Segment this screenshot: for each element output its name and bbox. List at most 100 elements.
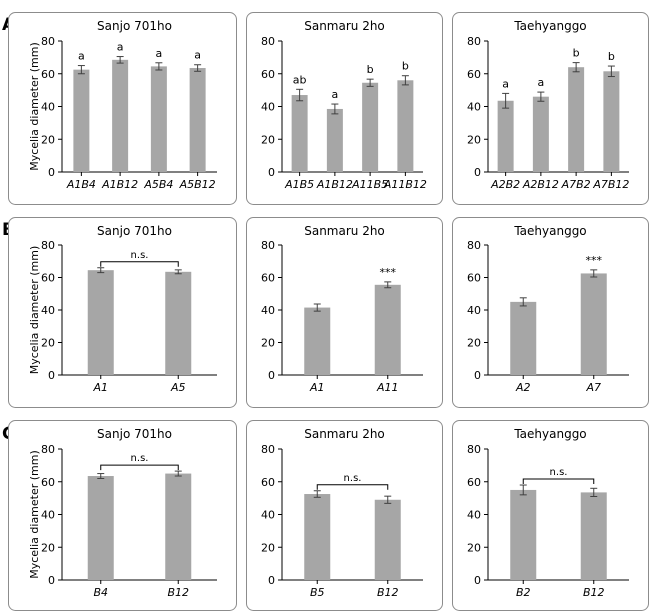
bar bbox=[326, 108, 343, 172]
x-tick-label: A1 bbox=[309, 381, 325, 394]
x-tick-label: A11B12 bbox=[383, 178, 427, 191]
bar bbox=[291, 95, 308, 172]
bar bbox=[304, 494, 331, 580]
bar bbox=[87, 476, 114, 580]
y-tick-label: 80 bbox=[41, 35, 55, 48]
y-axis-label-7: Mycelia diameter (mm) bbox=[28, 450, 41, 579]
y-tick-label: 0 bbox=[474, 369, 481, 382]
x-tick-label: B2 bbox=[516, 586, 531, 599]
y-tick-label: 40 bbox=[261, 509, 275, 522]
x-tick-label: A1B12 bbox=[101, 178, 138, 191]
bar bbox=[165, 271, 192, 375]
y-tick-label: 60 bbox=[467, 68, 481, 81]
y-tick-label: 40 bbox=[41, 509, 55, 522]
y-axis-label-1: Mycelia diameter (mm) bbox=[28, 42, 41, 171]
y-tick-label: 60 bbox=[261, 476, 275, 489]
chart-title-2: Sanmaru 2ho bbox=[304, 19, 385, 33]
bar bbox=[374, 284, 401, 375]
significance-bracket bbox=[100, 464, 179, 471]
y-tick-label: 0 bbox=[48, 369, 55, 382]
y-tick-label: 40 bbox=[41, 101, 55, 114]
significance-label: n.s. bbox=[131, 250, 149, 261]
x-tick-label: A5B12 bbox=[179, 178, 216, 191]
significance-letter: a bbox=[117, 41, 124, 54]
chart-frame-8 bbox=[246, 420, 443, 611]
y-tick-label: 40 bbox=[467, 101, 481, 114]
y-tick-label: 20 bbox=[467, 541, 481, 554]
bar bbox=[73, 69, 90, 172]
significance-letter: a bbox=[538, 76, 545, 89]
bar bbox=[397, 80, 414, 172]
chart-title-4: Sanjo 701ho bbox=[97, 224, 172, 238]
y-tick-label: 20 bbox=[41, 337, 55, 350]
significance-letter: b bbox=[573, 47, 580, 60]
significance-letter: a bbox=[332, 88, 339, 101]
bar bbox=[112, 59, 129, 172]
bar bbox=[568, 67, 585, 172]
bar bbox=[510, 301, 537, 375]
x-tick-label: B5 bbox=[310, 586, 325, 599]
chart-title-3: Taehyanggo bbox=[513, 19, 586, 33]
x-tick-label: A1B12 bbox=[316, 178, 353, 191]
chart-title-6: Taehyanggo bbox=[513, 224, 586, 238]
y-tick-label: 60 bbox=[261, 272, 275, 285]
y-tick-label: 80 bbox=[261, 35, 275, 48]
y-tick-label: 80 bbox=[467, 239, 481, 252]
x-tick-label: A11 bbox=[376, 381, 399, 394]
x-tick-label: B4 bbox=[93, 586, 108, 599]
y-tick-label: 20 bbox=[467, 133, 481, 146]
y-tick-label: 60 bbox=[41, 476, 55, 489]
y-tick-label: 20 bbox=[467, 337, 481, 350]
bar bbox=[532, 96, 549, 172]
y-tick-label: 60 bbox=[41, 272, 55, 285]
bar bbox=[603, 71, 620, 172]
bar bbox=[580, 492, 607, 580]
significance-label: n.s. bbox=[550, 467, 568, 478]
significance-stars: *** bbox=[586, 254, 603, 267]
significance-letter: a bbox=[156, 47, 163, 60]
bar bbox=[362, 82, 379, 172]
bar bbox=[87, 270, 114, 375]
y-axis-label-4: Mycelia diameter (mm) bbox=[28, 246, 41, 375]
y-tick-label: 40 bbox=[467, 509, 481, 522]
chart-title-7: Sanjo 701ho bbox=[97, 427, 172, 441]
y-tick-label: 20 bbox=[41, 133, 55, 146]
bar bbox=[580, 273, 607, 375]
x-tick-label: A2 bbox=[515, 381, 531, 394]
x-tick-label: A7 bbox=[585, 381, 601, 394]
significance-letter: a bbox=[194, 49, 201, 62]
x-tick-label: B12 bbox=[377, 586, 399, 599]
x-tick-label: A1B5 bbox=[284, 178, 314, 191]
y-tick-label: 60 bbox=[41, 68, 55, 81]
y-tick-label: 0 bbox=[48, 166, 55, 179]
x-tick-label: A2B12 bbox=[522, 178, 559, 191]
chart-frame-6 bbox=[452, 217, 649, 408]
y-tick-label: 40 bbox=[41, 304, 55, 317]
y-tick-label: 60 bbox=[467, 272, 481, 285]
y-tick-label: 40 bbox=[261, 101, 275, 114]
y-tick-label: 80 bbox=[41, 443, 55, 456]
x-tick-label: A5 bbox=[170, 381, 186, 394]
x-tick-label: A5B4 bbox=[143, 178, 173, 191]
significance-label: n.s. bbox=[131, 453, 149, 464]
bar bbox=[497, 100, 514, 172]
x-tick-label: A1B4 bbox=[66, 178, 96, 191]
y-tick-label: 20 bbox=[41, 541, 55, 554]
x-tick-label: A7B12 bbox=[592, 178, 629, 191]
chart-title-5: Sanmaru 2ho bbox=[304, 224, 385, 238]
y-tick-label: 0 bbox=[268, 166, 275, 179]
significance-letter: b bbox=[608, 50, 615, 63]
y-tick-label: 80 bbox=[467, 443, 481, 456]
bar bbox=[150, 66, 167, 172]
significance-letter: a bbox=[78, 50, 85, 63]
x-tick-label: A2B2 bbox=[490, 178, 520, 191]
significance-letter: b bbox=[402, 60, 409, 73]
y-tick-label: 80 bbox=[261, 443, 275, 456]
x-tick-label: A11B5 bbox=[351, 178, 388, 191]
y-tick-label: 0 bbox=[268, 369, 275, 382]
y-tick-label: 0 bbox=[474, 166, 481, 179]
chart-title-1: Sanjo 701ho bbox=[97, 19, 172, 33]
y-tick-label: 40 bbox=[467, 304, 481, 317]
significance-bracket bbox=[316, 484, 389, 490]
